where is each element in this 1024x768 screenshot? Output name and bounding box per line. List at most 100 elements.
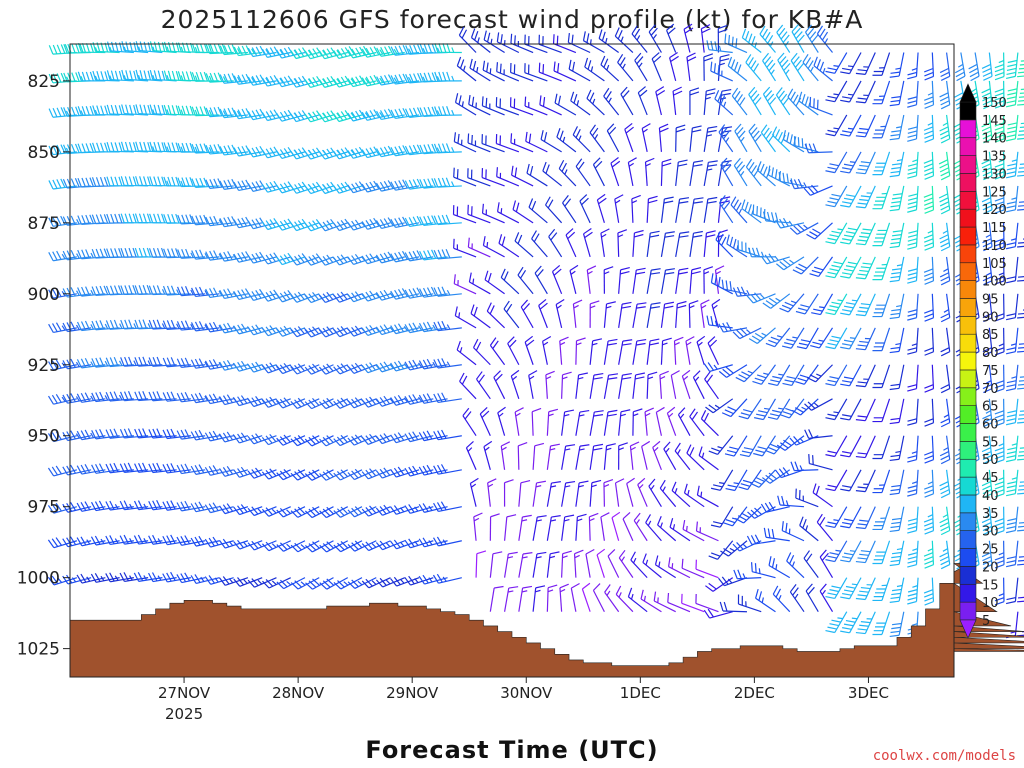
barb-half-flag: [100, 575, 105, 582]
barb-flag: [596, 548, 606, 556]
barb-flag: [251, 182, 258, 191]
barb-flag: [62, 503, 69, 513]
barb-flag: [106, 213, 111, 224]
barb-flag: [62, 179, 68, 189]
barb-flag: [308, 436, 316, 445]
wind-barb: [669, 518, 691, 542]
barb-flag: [290, 582, 299, 590]
wind-barb: [518, 479, 531, 507]
barb-flag: [441, 143, 447, 153]
barb-flag: [843, 305, 854, 309]
wind-barb: [148, 319, 177, 330]
barb-flag: [99, 320, 105, 330]
barb-flag: [404, 108, 410, 118]
barb-half-flag: [775, 564, 778, 570]
wind-barb: [750, 562, 776, 579]
barb-flag: [369, 396, 376, 405]
wind-barb: [333, 469, 363, 481]
barb-flag: [437, 321, 443, 331]
barb-flag: [191, 287, 197, 297]
wind-barb: [503, 479, 514, 507]
barb-flag: [265, 182, 272, 192]
barb-flag: [786, 375, 796, 380]
barb-staff: [459, 380, 477, 400]
barb-flag: [133, 500, 140, 510]
barb-flag: [322, 508, 331, 517]
barb-flag: [119, 429, 125, 439]
barb-flag: [276, 544, 284, 552]
barb-flag: [237, 181, 244, 190]
barb-flag: [219, 74, 225, 84]
barb-half-flag: [792, 336, 798, 339]
barb-flag: [855, 560, 866, 564]
wind-barb: [419, 286, 448, 298]
barb-flag: [572, 126, 579, 136]
wind-barb: [205, 72, 234, 83]
barb-flag: [667, 406, 676, 414]
wind-barb: [376, 45, 405, 57]
barb-flag: [557, 95, 561, 106]
barb-flag: [70, 249, 76, 260]
chart-title: 2025112606 GFS forecast wind profile (kt…: [161, 5, 864, 34]
barb-flag: [347, 78, 354, 87]
barb-half-flag: [389, 363, 394, 369]
barb-flag: [607, 338, 618, 342]
barb-flag: [416, 107, 422, 117]
wind-barb: [92, 105, 120, 116]
wind-barb: [191, 249, 220, 260]
barb-flag: [105, 392, 111, 402]
barb-flag: [297, 435, 306, 443]
barb-flag: [676, 304, 687, 309]
wind-barb: [347, 577, 377, 590]
barb-flag: [203, 43, 208, 53]
barb-flag: [166, 320, 172, 330]
barb-half-flag: [451, 146, 455, 153]
barb-half-flag: [486, 241, 489, 248]
wind-barb: [700, 410, 719, 437]
barb-flag: [171, 142, 176, 152]
barb-flag: [142, 247, 147, 258]
wind-barb: [48, 322, 77, 334]
wind-barb: [390, 466, 420, 478]
wind-barb: [462, 407, 477, 437]
barb-flag: [118, 213, 123, 224]
barb-flag: [105, 285, 111, 296]
wind-barb: [105, 391, 134, 402]
barb-flag: [204, 395, 211, 404]
barb-flag: [708, 582, 717, 590]
barb-flag: [526, 163, 530, 174]
wind-barb: [840, 611, 862, 634]
barb-flag: [390, 290, 397, 300]
barb-flag: [510, 33, 513, 44]
wind-barb: [603, 301, 616, 328]
barb-flag: [181, 177, 186, 187]
wind-barb: [840, 114, 862, 137]
barb-flag: [135, 141, 139, 152]
barb-flag: [194, 574, 201, 583]
barb-half-flag: [833, 519, 839, 522]
wind-barb: [641, 440, 651, 470]
wind-barb: [731, 87, 748, 116]
barb-flag: [753, 452, 763, 457]
barb-half-flag: [574, 554, 580, 559]
barb-half-flag: [851, 299, 858, 302]
barb-flag: [191, 143, 197, 154]
wind-barb: [805, 583, 819, 613]
barb-flag: [354, 291, 362, 300]
barb-flag: [678, 159, 688, 163]
wind-barb: [489, 585, 504, 612]
barb-flag: [191, 106, 196, 116]
barb-half-flag: [470, 483, 477, 488]
wind-barb: [811, 293, 834, 316]
barb-flag: [486, 62, 489, 73]
barb-flag: [120, 285, 125, 295]
barb-flag: [63, 43, 68, 54]
barb-flag: [163, 142, 168, 152]
wind-barb: [737, 240, 762, 258]
barb-flag: [251, 253, 258, 263]
barb-flag: [81, 71, 86, 82]
barb-half-flag: [208, 147, 212, 153]
wind-barb: [710, 506, 734, 528]
wind-barb: [261, 434, 291, 446]
barb-flag: [373, 109, 380, 118]
